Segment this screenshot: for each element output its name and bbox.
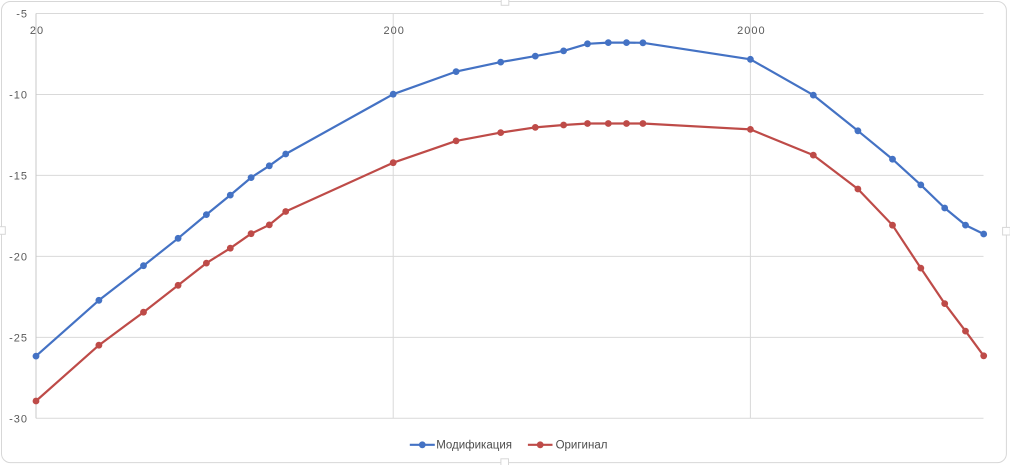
svg-text:-15: -15 — [9, 170, 28, 182]
svg-text:200: 200 — [384, 25, 405, 37]
svg-text:20: 20 — [30, 25, 44, 37]
svg-text:-5: -5 — [16, 9, 28, 21]
svg-text:-25: -25 — [9, 332, 28, 344]
svg-text:2000: 2000 — [737, 25, 765, 37]
svg-text:-10: -10 — [9, 90, 28, 102]
svg-text:Модификация: Модификация — [436, 440, 512, 452]
svg-text:-30: -30 — [9, 413, 28, 425]
svg-text:-20: -20 — [9, 251, 28, 263]
svg-text:Оригинал: Оригинал — [556, 440, 608, 452]
